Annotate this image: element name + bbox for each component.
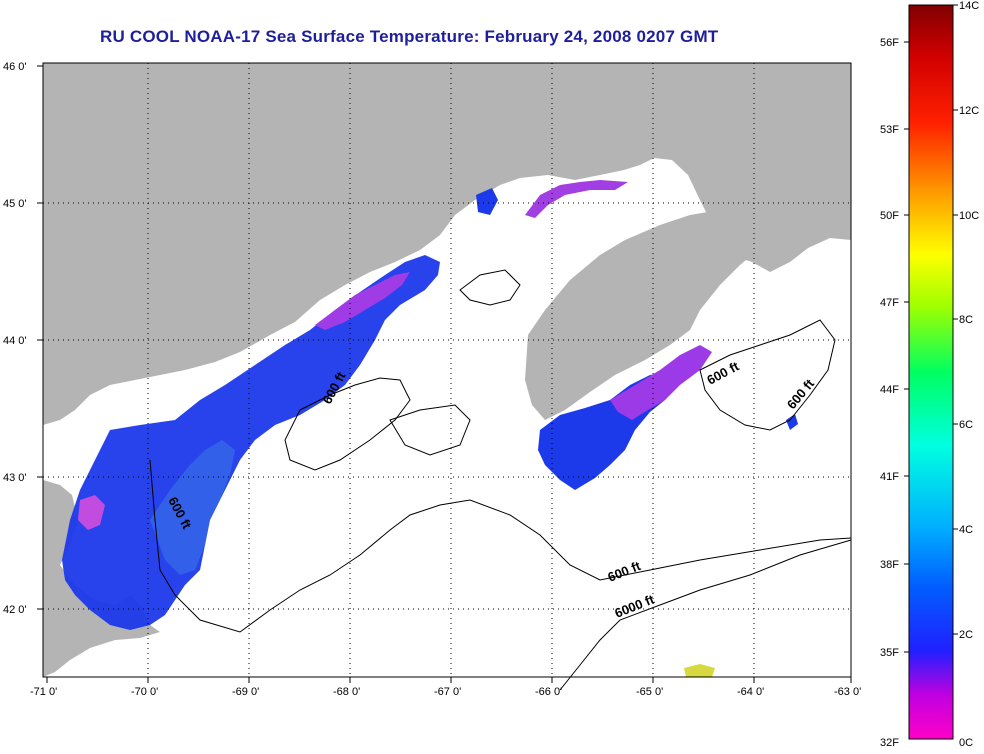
colorbar-f-label: 41F (880, 471, 899, 483)
sst-fundy-blue-patch (476, 188, 498, 215)
colorbar-c-label: 0C (959, 737, 973, 749)
lon-tick-label: -71 0' (30, 686, 57, 698)
lat-tick-label: 46 0' (3, 61, 27, 73)
lat-tick-label: 42 0' (3, 604, 27, 616)
colorbar-c-label: 6C (959, 419, 973, 431)
sst-nova-scotia-purple (610, 345, 712, 420)
colorbar-gradient (908, 4, 954, 740)
land-pei (745, 170, 851, 222)
lon-tick-label: -67 0' (434, 686, 461, 698)
colorbar: 56F 53F 50F 47F 44F 41F 38F 35F 32F 14C … (880, 0, 979, 749)
colorbar-c-label: 4C (959, 524, 973, 536)
contour-600ft-east (699, 319, 836, 431)
colorbar-f-label: 38F (880, 559, 899, 571)
lon-tick-label: -63 0' (834, 686, 861, 698)
lat-tick-label: 45 0' (3, 198, 27, 210)
contour-600ft-georges (389, 404, 471, 456)
lon-tick-label: -69 0' (232, 686, 259, 698)
contour-600ft-inner (284, 377, 411, 471)
colorbar-c-label: 14C (959, 0, 979, 12)
sst-small-patch (786, 414, 798, 430)
colorbar-f-label: 56F (880, 37, 899, 49)
lon-tick-label: -64 0' (737, 686, 764, 698)
lon-axis: -71 0' -70 0' -69 0' -68 0' -67 0' -66 0… (30, 677, 861, 698)
sst-southern-warm-patch (684, 664, 715, 677)
colorbar-f-label: 47F (880, 297, 899, 309)
colorbar-f-label: 53F (880, 124, 899, 136)
colorbar-f-label: 50F (880, 210, 899, 222)
sst-bay-of-fundy-purple (525, 180, 628, 218)
sst-cape-cod-purple (78, 495, 105, 530)
colorbar-c-label: 2C (959, 629, 973, 641)
land-nova-scotia (525, 210, 760, 420)
lon-tick-label: -68 0' (333, 686, 360, 698)
sst-coastal-purple (315, 272, 410, 330)
lat-tick-label: 44 0' (3, 335, 27, 347)
contour-600ft-main (149, 459, 852, 633)
contour-6000ft (559, 539, 852, 691)
colorbar-f-label: 44F (880, 384, 899, 396)
lat-tick-label: 43 0' (3, 472, 27, 484)
colorbar-f-label: 32F (880, 737, 899, 749)
colorbar-c-label: 12C (959, 105, 979, 117)
lat-axis: 46 0' 45 0' 44 0' 43 0' 42 0' (3, 61, 43, 616)
chart-title: RU COOL NOAA-17 Sea Surface Temperature:… (100, 27, 719, 46)
colorbar-f-label: 35F (880, 647, 899, 659)
contour-600ft-fundy (459, 269, 521, 306)
sst-gulf-of-maine-light (150, 440, 235, 575)
depth-contours (149, 269, 852, 691)
land-maine-newbrunswick (43, 63, 851, 425)
map-frame (42, 62, 852, 678)
colorbar-c-label: 8C (959, 314, 973, 326)
lon-tick-label: -66 0' (535, 686, 562, 698)
lon-tick-label: -70 0' (131, 686, 158, 698)
lon-tick-label: -65 0' (636, 686, 663, 698)
colorbar-c-label: 10C (959, 210, 979, 222)
